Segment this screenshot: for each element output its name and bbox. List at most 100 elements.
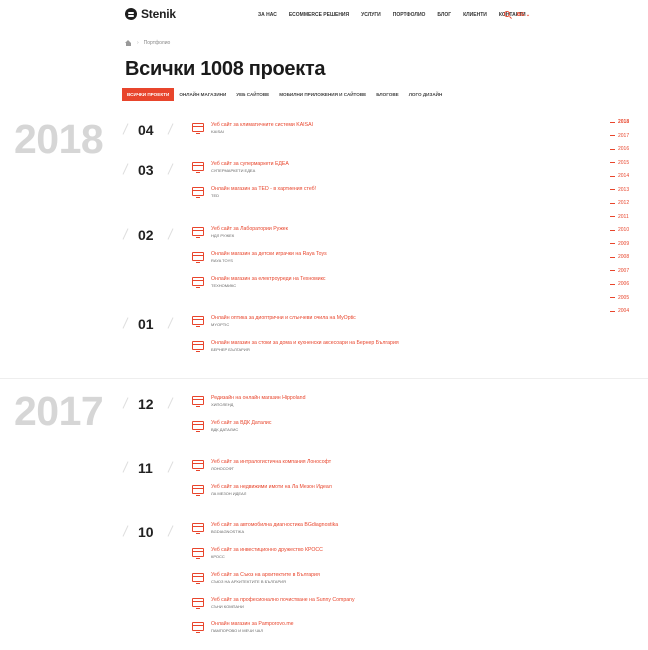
project-title[interactable]: Уеб сайт за автомобилна диагностика BGdi…	[211, 522, 339, 528]
project-title[interactable]: Уеб сайт за климатичните системи KAISAI	[211, 122, 313, 128]
timeline-year[interactable]: 2007	[610, 268, 629, 274]
project-title[interactable]: Уеб сайт за ВДК Даталис	[211, 420, 272, 426]
monitor-icon	[192, 573, 204, 584]
month-number: 03	[138, 162, 154, 178]
language-switcher[interactable]: BG ⌄	[517, 12, 530, 18]
timeline-year[interactable]: 2018	[610, 119, 629, 125]
timeline-dash	[610, 175, 615, 177]
breadcrumb-current: Портфолио	[143, 40, 171, 46]
month-number: 02	[138, 227, 154, 243]
monitor-icon	[192, 598, 204, 609]
breadcrumb-separator: ›	[137, 40, 139, 46]
logo-text: Stenik	[141, 7, 176, 21]
month-number: 10	[138, 524, 154, 540]
slash-decor	[122, 123, 129, 135]
timeline-year[interactable]: 2015	[610, 160, 629, 166]
tab-websites[interactable]: УЕБ САЙТОВЕ	[236, 92, 270, 97]
monitor-icon	[192, 485, 204, 496]
project-title[interactable]: Онлайн магазин за електроуреди на Техном…	[211, 276, 326, 282]
site-header: Stenik ЗА НАС ECOMMERCE РЕШЕНИЯ УСЛУГИ П…	[0, 0, 648, 30]
monitor-icon	[192, 316, 204, 327]
monitor-icon	[192, 622, 204, 633]
page-title: Всички 1008 проекта	[125, 58, 326, 80]
project-title[interactable]: Онлайн оптика за диоптрични и слънчеви о…	[211, 315, 356, 321]
slash-decor	[122, 397, 129, 409]
nav-item-services[interactable]: УСЛУГИ	[361, 12, 381, 18]
timeline-year[interactable]: 2008	[610, 254, 629, 260]
search-icon[interactable]	[504, 11, 510, 17]
timeline-year[interactable]: 2009	[610, 241, 629, 247]
timeline-dash	[610, 243, 615, 244]
timeline-year[interactable]: 2012	[610, 200, 629, 206]
timeline-year[interactable]: 2010	[610, 227, 629, 233]
month-number: 04	[138, 122, 154, 138]
chevron-down-icon: ⌄	[525, 12, 531, 18]
monitor-icon	[192, 277, 204, 288]
project-title[interactable]: Уеб сайт за супермаркети ЕДЕА	[211, 161, 289, 167]
slash-decor	[167, 525, 174, 537]
month-number: 12	[138, 396, 154, 412]
timeline-year[interactable]: 2005	[610, 295, 629, 301]
monitor-icon	[192, 548, 204, 559]
project-title[interactable]: Уеб сайт за инвестиционно дружество КРОС…	[211, 547, 323, 553]
project-client: ЛОНОСОФТ	[211, 466, 234, 471]
nav-item-contacts[interactable]: КОНТАКТИ	[498, 12, 526, 18]
project-title[interactable]: Онлайн магазин за TED - в хартиения стеб…	[211, 186, 317, 192]
project-client: BGDIAGNOSTIKA	[211, 529, 245, 534]
project-client: ЛА МЕЗОН ИДЕАЛ	[211, 491, 247, 496]
timeline-year[interactable]: 2017	[610, 133, 629, 139]
nav-item-clients[interactable]: КЛИЕНТИ	[463, 12, 487, 18]
slash-decor	[167, 461, 174, 473]
tab-mobile-apps[interactable]: МОБИЛНИ ПРИЛОЖЕНИЯ И САЙТОВЕ	[279, 92, 367, 97]
site-logo[interactable]: Stenik	[125, 7, 176, 21]
monitor-icon	[192, 187, 204, 198]
timeline-year[interactable]: 2014	[610, 173, 629, 179]
project-client: НДЛ РУЖЕК	[211, 233, 235, 238]
project-client: RAYA TOYS	[211, 258, 233, 263]
project-title[interactable]: Онлайн магазин за стоки за дома и кухнен…	[211, 340, 399, 346]
nav-item-about[interactable]: ЗА НАС	[258, 12, 277, 18]
project-client: БЕРНЕР БЪЛГАРИЯ	[211, 347, 250, 352]
monitor-icon	[192, 341, 204, 352]
timeline-dash	[610, 256, 615, 258]
monitor-icon	[192, 523, 204, 534]
project-client: TED	[211, 193, 219, 198]
project-title[interactable]: Редизайн на онлайн магазин Hippoland	[211, 395, 306, 401]
timeline-year[interactable]: 2011	[610, 214, 629, 220]
project-title[interactable]: Онлайн магазин за детски играчки на Raya…	[211, 251, 327, 257]
timeline-dash	[610, 270, 615, 271]
month-number: 11	[138, 460, 153, 476]
nav-item-blog[interactable]: БЛОГ	[437, 12, 452, 18]
nav-item-portfolio[interactable]: ПОРТФОЛИО	[392, 12, 426, 18]
monitor-icon	[192, 460, 204, 471]
project-client: MYOPTIC	[211, 322, 230, 327]
timeline-year[interactable]: 2006	[610, 281, 629, 287]
timeline-dash	[610, 189, 615, 190]
timeline-dash	[610, 148, 615, 150]
timeline-year[interactable]: 2016	[610, 146, 629, 152]
project-client: ПАМПОРОВО И МЕЧИ ЧАЛ	[211, 628, 263, 633]
year-label: 2017	[14, 388, 104, 434]
tab-logo-design[interactable]: ЛОГО ДИЗАЙН	[408, 92, 443, 97]
tab-all-projects[interactable]: ВСИЧКИ ПРОЕКТИ	[122, 88, 175, 101]
tab-blogs[interactable]: БЛОГОВЕ	[376, 92, 399, 97]
project-title[interactable]: Уеб сайт за Съюз на архитектите в Българ…	[211, 572, 320, 578]
project-title[interactable]: Уеб сайт за Лаборатории Ружек	[211, 226, 288, 232]
timeline-year[interactable]: 2013	[610, 187, 629, 193]
home-icon[interactable]	[125, 40, 132, 46]
project-title[interactable]: Уеб сайт за интралогистична компания Лон…	[211, 459, 332, 465]
monitor-icon	[192, 421, 204, 432]
slash-decor	[122, 228, 129, 240]
timeline-dash	[610, 202, 615, 204]
year-label: 2018	[14, 116, 104, 162]
tab-online-shops[interactable]: ОНЛАЙН МАГАЗИНИ	[179, 92, 227, 97]
monitor-icon	[192, 227, 204, 238]
nav-item-ecommerce[interactable]: ECOMMERCE РЕШЕНИЯ	[288, 12, 350, 18]
project-title[interactable]: Онлайн магазин за Pamporovo.me	[211, 621, 294, 627]
breadcrumb: › Портфолио	[125, 40, 170, 46]
language-label: BG	[517, 12, 525, 18]
project-title[interactable]: Уеб сайт за професионално почистване на …	[211, 597, 355, 603]
project-title[interactable]: Уеб сайт за недвижими имоти на Ла Мезон …	[211, 484, 332, 490]
timeline-year[interactable]: 2004	[610, 308, 629, 314]
timeline-dash	[610, 135, 615, 136]
